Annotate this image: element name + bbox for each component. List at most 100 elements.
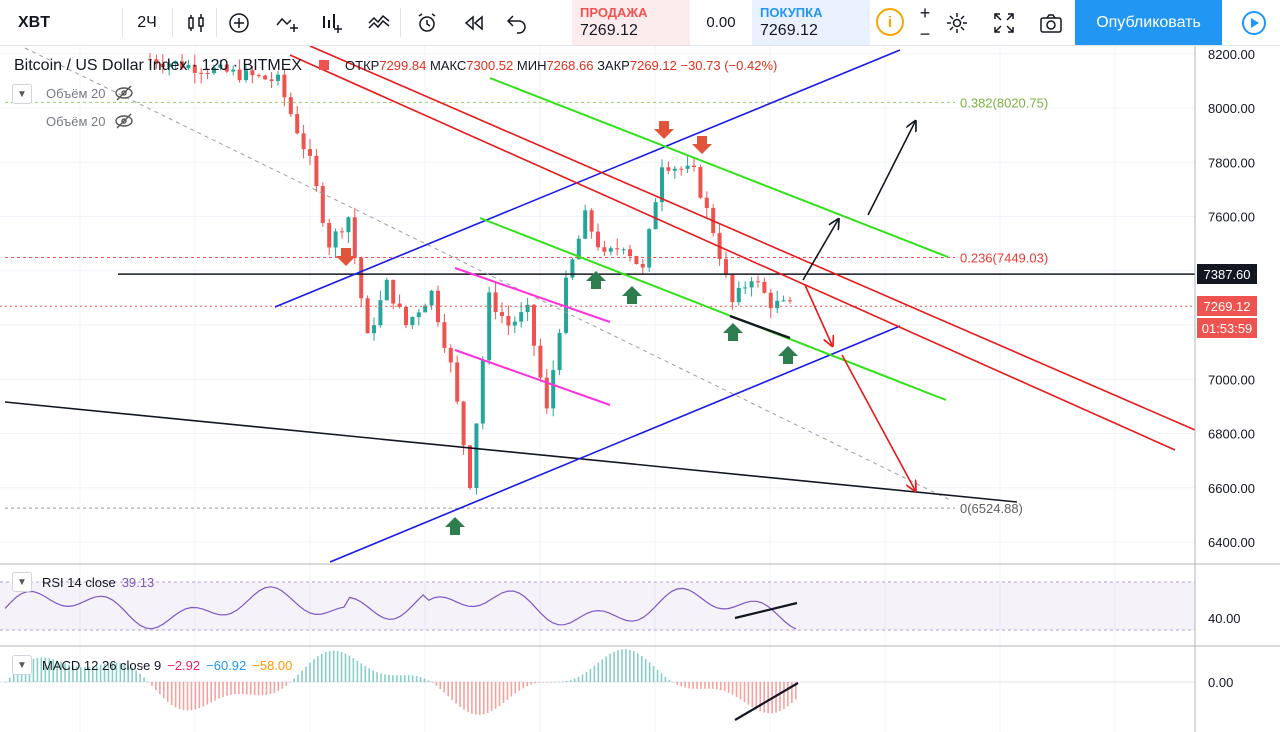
candle-body — [781, 300, 786, 302]
macd-histogram-bar — [419, 677, 422, 682]
volume-label: Объём 20 — [46, 85, 106, 101]
macd-histogram-bar — [56, 660, 58, 682]
macd-histogram-bar — [479, 682, 481, 715]
eye-hidden-icon[interactable] — [114, 113, 134, 129]
macd-histogram-bar — [372, 670, 374, 682]
macd-histogram-bar — [680, 682, 683, 687]
macd-line-value: −2.92 — [167, 657, 201, 673]
candle-body — [224, 64, 229, 72]
timeframe-button[interactable]: 2Ч — [126, 0, 168, 45]
candle-body — [397, 303, 402, 307]
candles-icon[interactable] — [177, 0, 215, 45]
replay-icon[interactable] — [455, 0, 493, 45]
macd-histogram-bar — [127, 665, 130, 682]
info-button[interactable]: i — [876, 8, 904, 36]
macd-histogram-bar — [609, 653, 611, 682]
candle-body — [506, 315, 511, 326]
sell-marker-arrow — [692, 136, 712, 154]
macd-histogram-bar — [257, 682, 260, 696]
macd-histogram-bar — [561, 681, 564, 683]
undo-icon[interactable] — [498, 0, 536, 45]
plus-icon[interactable]: + — [919, 2, 931, 23]
macd-histogram-bar — [123, 664, 126, 682]
macd-histogram-bar — [660, 673, 663, 682]
macd-histogram-bar — [569, 680, 572, 682]
candle-body — [512, 321, 517, 326]
candle-body — [404, 306, 408, 326]
settings-icon[interactable] — [938, 0, 976, 45]
add-indicator-icon[interactable] — [220, 0, 258, 45]
candle-body — [295, 114, 300, 134]
candle-body — [576, 238, 581, 260]
chevron-down-icon[interactable]: ▼ — [12, 572, 32, 592]
symbol-search[interactable]: XBT — [8, 0, 128, 45]
buy-marker-arrow — [586, 271, 606, 289]
macd-histogram-bar — [396, 675, 398, 682]
candle-body — [327, 222, 332, 248]
publish-button[interactable]: Опубликовать — [1075, 0, 1222, 45]
indicators-glyph — [323, 13, 342, 33]
candle-body — [256, 75, 261, 77]
chevron-down-icon[interactable]: ▼ — [12, 655, 32, 675]
macd-histogram-bar — [676, 682, 679, 685]
macd-histogram-bar — [565, 680, 568, 682]
candle-body — [493, 292, 498, 313]
candle-body — [621, 249, 626, 251]
screenshot-icon[interactable] — [1032, 0, 1070, 45]
macd-histogram-bar — [328, 650, 331, 682]
candle-body — [679, 168, 684, 170]
toolbar-divider — [122, 8, 123, 37]
macd-divergence-line — [734, 682, 799, 721]
buy-marker-arrow — [778, 346, 798, 364]
price-tick-label: 7000.00 — [1208, 372, 1255, 387]
macd-histogram-bar — [775, 682, 777, 713]
macd-histogram-bar — [700, 682, 702, 689]
macd-histogram-bar — [348, 655, 351, 682]
macd-histogram-bar — [135, 670, 137, 682]
candle-body — [685, 165, 690, 169]
volume-label: Объём 20 — [46, 113, 106, 129]
green-channel-lower — [479, 217, 947, 401]
candle-body — [167, 63, 172, 68]
macd-histogram-bar — [285, 682, 288, 686]
sell-button[interactable]: ПРОДАЖА 7269.12 — [572, 0, 690, 45]
spread-value: 0.00 — [706, 14, 736, 31]
macd-histogram-bar — [783, 682, 785, 710]
publish-label: Опубликовать — [1096, 13, 1201, 31]
candle-body — [237, 69, 242, 81]
indicators-icon[interactable] — [312, 0, 350, 45]
macd-histogram-bar — [159, 682, 161, 695]
alert-icon[interactable] — [408, 0, 446, 45]
macd-histogram-bar — [510, 682, 513, 697]
compare-icon[interactable] — [268, 0, 306, 45]
volume-study-legend[interactable]: Объём 20 — [46, 113, 134, 129]
candle-body — [192, 64, 197, 73]
high-value: 7300.52 — [466, 58, 514, 73]
quantity-stepper[interactable]: + − — [914, 2, 936, 44]
macd-histogram-bar — [139, 673, 141, 682]
candle-body — [653, 202, 658, 230]
macd-histogram-bar — [723, 682, 726, 692]
macd-histogram-bar — [222, 682, 224, 698]
macd-histogram-bar — [664, 676, 667, 682]
play-icon[interactable] — [1228, 0, 1280, 45]
fullscreen-icon[interactable] — [985, 0, 1023, 45]
macd-histogram-bar — [170, 682, 173, 705]
macd-histogram-bar — [759, 682, 762, 712]
legend-collapse-toggle[interactable]: ▼ — [12, 84, 32, 104]
templates-icon[interactable] — [360, 0, 398, 45]
eye-hidden-icon[interactable] — [114, 85, 134, 101]
candle-body — [570, 259, 575, 278]
macd-histogram-bar — [230, 682, 232, 695]
macd-histogram-bar — [265, 682, 268, 696]
macd-histogram-bar — [581, 674, 584, 682]
candle-body — [442, 322, 447, 348]
projection-arrow-up — [802, 220, 838, 281]
volume-study-legend[interactable]: Объём 20 — [46, 85, 134, 101]
candle-body — [218, 64, 223, 68]
macd-histogram-bar — [597, 662, 600, 682]
macd-histogram-bar — [514, 682, 517, 694]
buy-button[interactable]: ПОКУПКА 7269.12 — [752, 0, 870, 45]
minus-icon[interactable]: − — [919, 23, 931, 44]
